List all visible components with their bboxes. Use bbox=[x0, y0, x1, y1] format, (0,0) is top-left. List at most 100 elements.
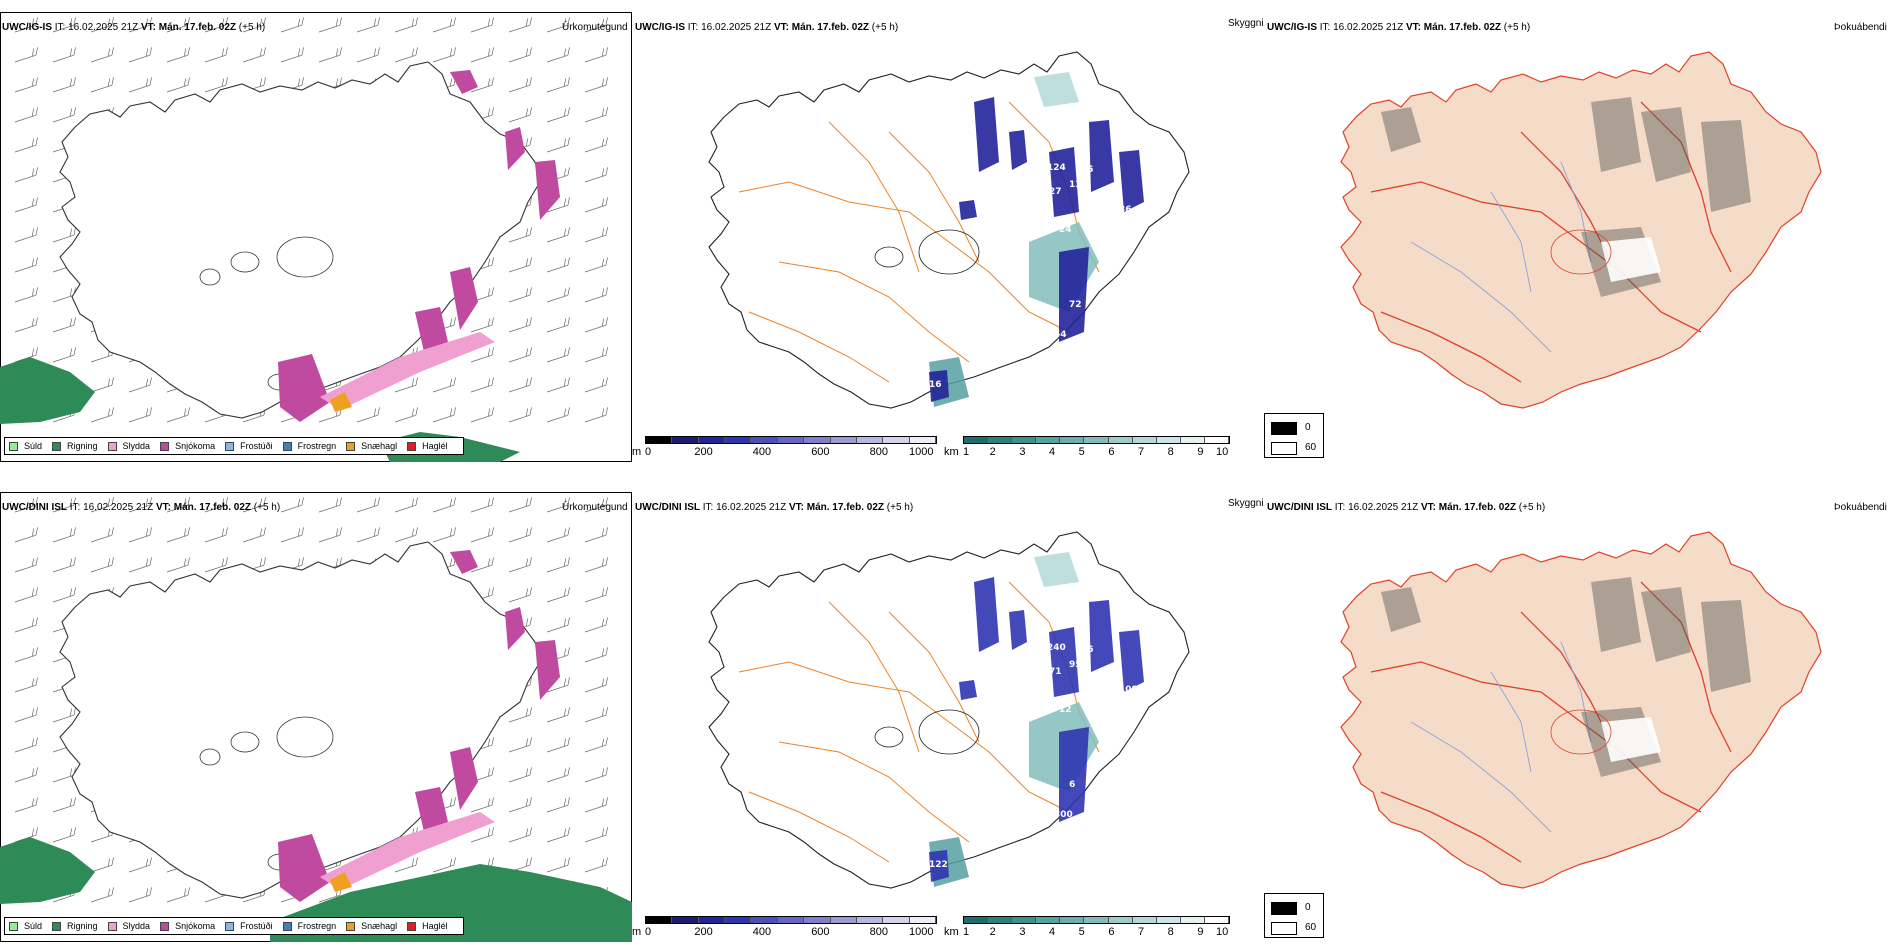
colorbar-segment bbox=[909, 437, 936, 443]
panel-title-bottom: UWC/DINI ISL IT: 16.02.2025 21Z VT: Mán.… bbox=[2, 502, 281, 513]
legend-swatch bbox=[160, 921, 170, 931]
legend-label: Slydda bbox=[122, 441, 151, 451]
cloud-base-label: 112 bbox=[1004, 215, 1023, 225]
cloudbase-ticks-bottom: 0 200 400 600 800 1000 bbox=[645, 926, 937, 940]
legend-swatch bbox=[225, 441, 235, 451]
colorbar-tick-label: 10 bbox=[1216, 446, 1229, 458]
precip-legend-item: Snjókoma bbox=[160, 921, 215, 931]
cloud-base-label: 16 bbox=[1081, 645, 1094, 655]
precip-type-label-bottom: Úrkomutegund bbox=[562, 502, 628, 513]
cloud-base-label: 108 bbox=[1119, 685, 1138, 695]
colorbar-tick-label: 3 bbox=[1019, 926, 1026, 938]
fog-legend-label: 60 bbox=[1305, 442, 1317, 453]
cloud-base-label: 156 bbox=[899, 845, 918, 855]
colorbar-tick-label: 200 bbox=[694, 926, 713, 938]
precip-legend-item: Rigning bbox=[52, 921, 98, 931]
colorbar-segment bbox=[1132, 917, 1157, 923]
fog-legend-label: 60 bbox=[1305, 922, 1317, 933]
colorbar-tick-label: 3 bbox=[1019, 446, 1026, 458]
cloudbase-unit-bottom: m bbox=[632, 926, 642, 938]
colorbar-tick-label: 7 bbox=[1137, 446, 1145, 458]
legend-label: Snæhagl bbox=[361, 441, 398, 451]
cloud-base-label: 101 bbox=[989, 740, 1008, 750]
precip-type-label-top: Úrkomutegund bbox=[562, 22, 628, 33]
legend-swatch bbox=[160, 441, 170, 451]
fog-panel-bottom bbox=[1266, 492, 1896, 942]
legend-swatch bbox=[282, 921, 292, 931]
cloud-base-label: 138 bbox=[1069, 180, 1088, 190]
colorbar-segment bbox=[646, 437, 673, 443]
cloud-base-label: 99 bbox=[949, 105, 962, 115]
colorbar-segment bbox=[909, 917, 936, 923]
legend-swatch bbox=[346, 441, 356, 451]
legend-swatch bbox=[107, 441, 117, 451]
fog-legend-swatch bbox=[1271, 422, 1297, 435]
colorbar-segment bbox=[1012, 437, 1037, 443]
legend-swatch bbox=[107, 921, 117, 931]
colorbar-segment bbox=[988, 917, 1013, 923]
cloud-base-label: 122 bbox=[929, 860, 948, 870]
colorbar-tick-label: 600 bbox=[811, 446, 830, 458]
cloud-base-label: 24 bbox=[1059, 225, 1072, 235]
cloud-base-label: 56 bbox=[1087, 763, 1100, 773]
colorbar-segment bbox=[698, 437, 726, 443]
precip-legend-item: Súld bbox=[9, 921, 42, 931]
fog-legend-label: 0 bbox=[1305, 902, 1311, 913]
cloud-base-label: 41 bbox=[989, 260, 1002, 270]
colorbar-segment bbox=[1180, 437, 1205, 443]
precip-legend-item: Haglél bbox=[407, 441, 448, 451]
precip-legend-item: Snæhagl bbox=[346, 921, 397, 931]
precip-legend-item: Frostregn bbox=[282, 441, 337, 451]
precip-legend-item: Súld bbox=[9, 441, 42, 451]
legend-label: Frostregn bbox=[297, 441, 337, 451]
colorbar-segment bbox=[777, 917, 805, 923]
legend-swatch bbox=[346, 921, 356, 931]
cloud-base-label: 31 bbox=[899, 365, 912, 375]
legend-label: Rigning bbox=[67, 441, 98, 451]
legend-label: Haglél bbox=[422, 441, 448, 451]
legend-label: Rigning bbox=[67, 921, 98, 931]
colorbar-segment bbox=[804, 917, 831, 923]
colorbar-segment bbox=[672, 437, 699, 443]
cloud-base-label: 80 bbox=[1099, 267, 1112, 277]
colorbar-tick-label: 1000 bbox=[909, 446, 934, 458]
colorbar-tick-label: 6 bbox=[1108, 926, 1115, 938]
fog-panel-top bbox=[1266, 12, 1896, 462]
colorbar-segment bbox=[1108, 437, 1133, 443]
colorbar-segment bbox=[1108, 917, 1133, 923]
legend-swatch bbox=[407, 441, 417, 451]
legend-label: Frostúði bbox=[240, 441, 273, 451]
visibility-colorbar-bottom bbox=[963, 916, 1230, 924]
precip-legend-item: Snjókoma bbox=[160, 441, 215, 451]
panel-title-top: UWC/IG-IS IT: 16.02.2025 21Z VT: Mán. 17… bbox=[2, 22, 266, 33]
cloud-base-label: 35 bbox=[1081, 165, 1094, 175]
cloud-visibility-panel-top: 99 80 90 22 14 124 27 112 24 35 138 35 36 41 80 77 72 54 3… bbox=[634, 12, 1264, 462]
colorbar-tick-label: 4 bbox=[1048, 926, 1056, 938]
colorbar-tick-label: 600 bbox=[811, 926, 830, 938]
legend-label: Frostúði bbox=[240, 921, 273, 931]
cloudbase-unit-top: m bbox=[632, 446, 642, 458]
legend-swatch bbox=[407, 921, 417, 931]
colorbar-segment bbox=[1132, 437, 1157, 443]
precip-type-panel-bottom: Súld Rigning Slydda Snjókoma Frostúði Frostre… bbox=[0, 492, 632, 942]
precip-map-top bbox=[0, 12, 632, 462]
colorbar-tick-label: 800 bbox=[869, 446, 888, 458]
colorbar-tick-label: 10 bbox=[1216, 926, 1229, 938]
cloud-base-label: 16 bbox=[929, 380, 942, 390]
cloud-base-label: 113 bbox=[1099, 670, 1118, 680]
colorbar-tick-label: 5 bbox=[1078, 446, 1085, 458]
colorbar-segment bbox=[1036, 437, 1061, 443]
colorbar-segment bbox=[1180, 917, 1205, 923]
cloud-base-label: 52 bbox=[959, 640, 972, 650]
precip-legend-item: Frostúði bbox=[225, 921, 273, 931]
lead-time: (+5 h) bbox=[238, 22, 266, 33]
colorbar-segment bbox=[964, 917, 989, 923]
fog-legend-label: 0 bbox=[1305, 422, 1311, 433]
panel-title-right-bottom: UWC/DINI ISL IT: 16.02.2025 21Z VT: Mán.… bbox=[1267, 502, 1546, 513]
colorbar-segment bbox=[725, 437, 752, 443]
colorbar-segment bbox=[856, 437, 884, 443]
colorbar-segment bbox=[830, 437, 857, 443]
legend-swatch bbox=[9, 921, 18, 931]
colorbar-tick-label: 1 bbox=[963, 446, 970, 458]
colorbar-segment bbox=[1060, 437, 1085, 443]
